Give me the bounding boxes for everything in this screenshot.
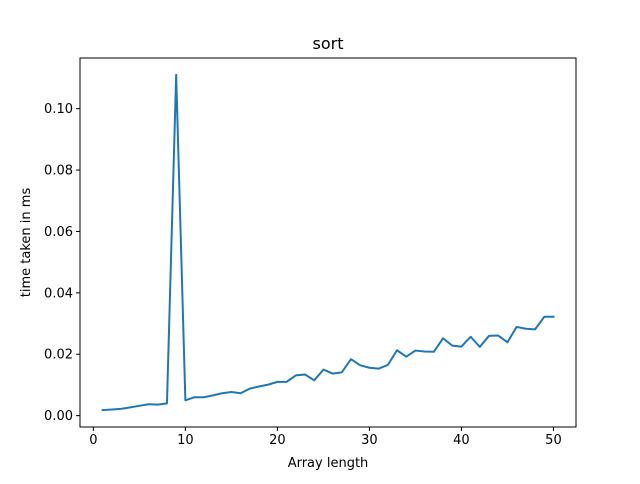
x-tick-label: 30 xyxy=(361,433,378,448)
x-tick-label: 40 xyxy=(453,433,470,448)
x-tick-label: 10 xyxy=(177,433,194,448)
x-tick-label: 20 xyxy=(269,433,286,448)
y-tick-label: 0.06 xyxy=(44,225,73,240)
plot-area xyxy=(101,73,555,412)
y-tick-label: 0.04 xyxy=(44,286,73,301)
y-axis: 0.00 0.02 0.04 0.06 0.08 0.10 xyxy=(44,102,80,424)
y-tick-label: 0.08 xyxy=(44,164,73,179)
x-tick-label: 50 xyxy=(545,433,562,448)
y-tick-label: 0.02 xyxy=(44,348,73,363)
axes-frame xyxy=(79,57,577,428)
y-axis-label: time taken in ms xyxy=(19,188,34,298)
x-tick-label: 0 xyxy=(89,433,97,448)
y-tick-label: 0.00 xyxy=(44,409,73,424)
chart-title: sort xyxy=(313,34,344,53)
x-axis: 0 10 20 30 40 50 xyxy=(89,427,562,448)
series-line-0 xyxy=(101,73,555,412)
x-axis-label: Array length xyxy=(288,456,369,471)
y-tick-label: 0.10 xyxy=(44,102,73,117)
